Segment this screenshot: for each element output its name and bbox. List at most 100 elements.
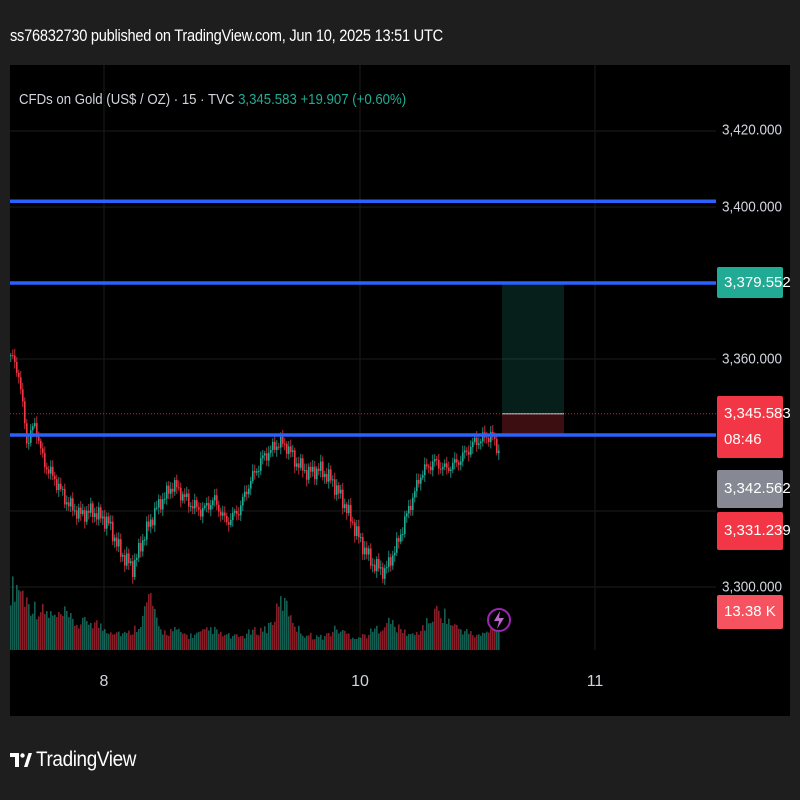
volume-bar (84, 617, 86, 650)
candle-body (224, 512, 226, 516)
volume-bar (332, 631, 334, 650)
volume-bar (354, 639, 356, 650)
candle-body (182, 494, 184, 501)
candle-body (382, 567, 384, 579)
candle-body (130, 561, 132, 564)
volume-bar (324, 636, 326, 650)
symbol-legend[interactable]: CFDs on Gold (US$ / OZ) · 15 · TVC 3,345… (19, 91, 406, 108)
candle-body (498, 450, 500, 454)
volume-bar (66, 610, 68, 650)
candle-body (242, 496, 244, 506)
volume-bar (262, 631, 264, 650)
candle-body (322, 461, 324, 478)
volume-bar (194, 634, 196, 650)
volume-bar (418, 634, 420, 650)
candle-body (414, 491, 416, 498)
volume-bar (364, 634, 366, 650)
price-chart[interactable] (10, 65, 790, 716)
candle-body (454, 459, 456, 463)
candle-body (494, 436, 496, 439)
candle-body (164, 498, 166, 500)
symbol-name[interactable]: CFDs on Gold (US$ / OZ) · 15 · TVC (19, 91, 235, 108)
volume-bar (356, 638, 358, 650)
chart-panel[interactable]: CFDs on Gold (US$ / OZ) · 15 · TVC 3,345… (10, 65, 791, 716)
volume-bar (490, 628, 492, 650)
volume-bar (342, 629, 344, 650)
volume-bar (350, 639, 352, 650)
volume-bar (50, 611, 52, 650)
volume-bar (406, 635, 408, 650)
candle-body (440, 468, 442, 470)
candle-body (228, 522, 230, 525)
candle-body (360, 537, 362, 539)
candle-body (286, 443, 288, 454)
volume-bar (382, 630, 384, 650)
volume-bar (114, 634, 116, 650)
candle-body (132, 561, 134, 577)
volume-bar (134, 625, 136, 650)
candle-body (458, 462, 460, 465)
candle-body (352, 521, 354, 523)
candle-body (28, 442, 30, 444)
candle-body (60, 483, 62, 489)
candle-body (262, 455, 264, 459)
publish-info: ss76832730 published on TradingView.com,… (10, 26, 443, 45)
volume-bar (144, 606, 146, 650)
volume-bar (410, 634, 412, 650)
volume-bar (98, 627, 100, 650)
volume-bar (110, 632, 112, 650)
volume-bar (204, 629, 206, 650)
volume-bar (236, 634, 238, 650)
candle-body (334, 479, 336, 495)
volume-bar (462, 634, 464, 650)
volume-bar (286, 600, 288, 650)
candle-body (42, 448, 44, 454)
volume-bar (480, 635, 482, 650)
volume-bar (100, 623, 102, 650)
volume-bar (210, 627, 212, 650)
volume-bar (376, 625, 378, 650)
x-tick-label: 10 (351, 673, 369, 690)
volume-bar (88, 624, 90, 650)
volume-bar (320, 634, 322, 650)
stop-price-tag: 3,331.239 (717, 512, 791, 550)
lightning-bolt (494, 611, 504, 629)
candle-body (166, 485, 168, 499)
candle-body (210, 505, 212, 510)
volume-bar (284, 597, 286, 650)
candle-body (256, 471, 258, 473)
volume-bar (122, 633, 124, 650)
candle-body (314, 466, 316, 480)
tradingview-logo[interactable]: TradingView (10, 746, 147, 774)
candle-body (304, 470, 306, 472)
candle-body (254, 470, 256, 473)
volume-bar (420, 630, 422, 650)
candle-body (96, 513, 98, 520)
lightning-icon[interactable] (487, 608, 511, 632)
candle-body (306, 470, 308, 480)
volume-bar (496, 624, 498, 650)
volume-bar (10, 605, 12, 650)
candle-body (288, 446, 290, 454)
candle-body (118, 539, 120, 547)
volume-bar (472, 635, 474, 650)
candle-body (178, 487, 180, 489)
volume-bar (290, 615, 292, 650)
volume-bar (358, 637, 360, 650)
volume-bar (192, 637, 194, 650)
volume-bar (264, 626, 266, 650)
volume-bar (464, 631, 466, 650)
volume-bar (218, 633, 220, 650)
volume-bar (386, 623, 388, 650)
volume-bar (380, 631, 382, 650)
candle-body (74, 510, 76, 512)
candle-body (82, 510, 84, 514)
volume-bar (146, 602, 148, 650)
volume-bar (252, 629, 254, 650)
candle-body (134, 559, 136, 577)
candle-body (110, 521, 112, 524)
volume-bar (212, 633, 214, 650)
candle-body (298, 463, 300, 468)
volume-bar (292, 622, 294, 650)
volume-bar (276, 603, 278, 650)
